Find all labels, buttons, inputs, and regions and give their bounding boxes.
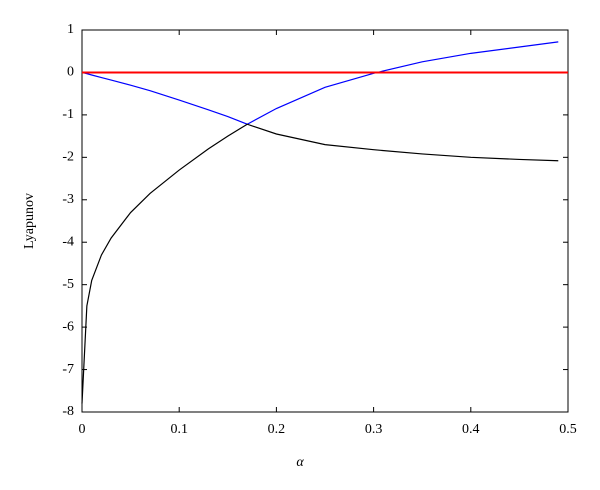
y-tick-label: -4	[62, 234, 74, 249]
x-tick-label: 0.2	[268, 422, 286, 437]
y-tick-label: -5	[62, 277, 74, 292]
y-tick-label: 0	[67, 65, 74, 80]
x-tick-label: 0.3	[365, 422, 383, 437]
y-tick-label: -3	[62, 192, 74, 207]
plot-frame	[81, 29, 569, 413]
y-axis-label: Lyapunov	[22, 193, 37, 249]
y-tick-label: -1	[62, 107, 74, 122]
x-tick-label: 0.4	[462, 422, 480, 437]
y-tick-label: 1	[67, 22, 74, 37]
y-tick-label: -2	[62, 150, 74, 165]
y-tick-label: -7	[62, 362, 74, 377]
line	[81, 41, 559, 125]
y-tick-label: -8	[62, 404, 74, 419]
y-tick-label: -6	[62, 319, 74, 334]
x-tick-label: 0.5	[559, 422, 577, 437]
line	[81, 123, 559, 404]
x-tick-label: 0.1	[170, 422, 188, 437]
x-axis-label: α	[296, 455, 304, 470]
x-tick-label: 0	[79, 422, 86, 437]
